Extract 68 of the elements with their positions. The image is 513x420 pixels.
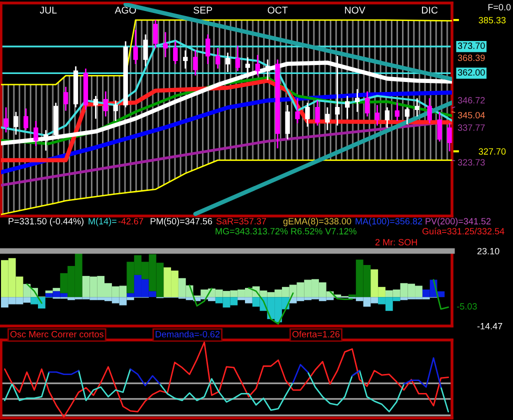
- x-tick-label: DIC: [422, 6, 438, 14]
- text: Guía=331.25/332.54: [422, 228, 504, 234]
- candlestick: [4, 106, 8, 134]
- candlestick: [215, 47, 220, 70]
- candlestick: [305, 102, 310, 128]
- candlestick: [225, 52, 230, 73]
- y-tick-label: 23.10: [477, 248, 500, 254]
- x-tick-label: SEP: [194, 6, 212, 14]
- candlestick: [374, 104, 380, 126]
- ref-line-label: 373.70: [458, 42, 485, 49]
- x-tick-label: OCT: [268, 6, 288, 14]
- text: PV(200)=341.52: [426, 218, 491, 226]
- data-label: -5.03: [457, 303, 477, 310]
- candlestick: [63, 86, 68, 112]
- candlestick: [394, 102, 400, 122]
- candlestick: [163, 31, 168, 58]
- x-tick-label: NOV: [345, 6, 366, 14]
- candlestick: [133, 29, 138, 65]
- candlestick: [414, 98, 420, 118]
- candlestick: [103, 90, 108, 118]
- candlestick: [113, 100, 118, 122]
- candlestick: [255, 54, 260, 76]
- candlestick: [93, 95, 98, 120]
- annotation: 346.72: [458, 97, 485, 104]
- candlestick: [183, 50, 188, 70]
- candlestick: [447, 122, 452, 152]
- text: Oferta=1.26: [292, 330, 340, 338]
- candlestick: [143, 34, 148, 68]
- candlestick: [384, 106, 390, 129]
- candlestick: [193, 50, 198, 76]
- candlestick: [437, 111, 442, 142]
- ref-line-label: 362.00: [458, 69, 485, 76]
- candlestick: [14, 111, 18, 136]
- annotation: 323.73: [458, 159, 485, 166]
- annotation: 345.04: [458, 112, 485, 118]
- x-tick-label: JUL: [40, 6, 57, 14]
- y-tick-label: 385.33: [478, 16, 506, 24]
- annotation: 337.77: [458, 124, 485, 131]
- candlestick: [427, 98, 432, 124]
- text: -42.67: [118, 218, 144, 224]
- candlestick: [404, 106, 410, 126]
- candlestick: [354, 88, 360, 113]
- candlestick: [364, 90, 370, 118]
- candlestick: [315, 100, 320, 126]
- candlestick: [295, 98, 300, 124]
- candlestick: [153, 19, 158, 49]
- candlestick: [285, 104, 290, 140]
- candlestick: [34, 120, 38, 147]
- text: SaR=357.37: [216, 218, 266, 224]
- text: Osc Merc Correr cortos: [10, 331, 104, 338]
- annotation: 368.39: [458, 54, 485, 62]
- y-tick-label: 327.70: [478, 148, 506, 155]
- text: P=331.50 (-0.44%): [8, 218, 84, 226]
- candlestick: [173, 40, 178, 65]
- text: F=0.0: [488, 4, 511, 10]
- candlestick: [345, 95, 350, 120]
- text: MG=343.313.72% R6.52% V7.12%: [216, 228, 356, 234]
- candlestick: [24, 108, 28, 131]
- y-tick-label: -14.47: [477, 323, 502, 330]
- text: Demanda=-0.62: [156, 330, 220, 338]
- text: 2 Mr: SOH: [375, 239, 417, 246]
- text: PM(50)=347.56: [150, 218, 212, 226]
- text: gEMA(8)=338.00: [283, 218, 352, 226]
- text: MA(100)=356.82: [356, 218, 422, 226]
- candlestick: [325, 106, 330, 131]
- candlestick: [235, 45, 240, 72]
- text: M(14)=: [88, 218, 116, 226]
- candlestick: [205, 34, 210, 65]
